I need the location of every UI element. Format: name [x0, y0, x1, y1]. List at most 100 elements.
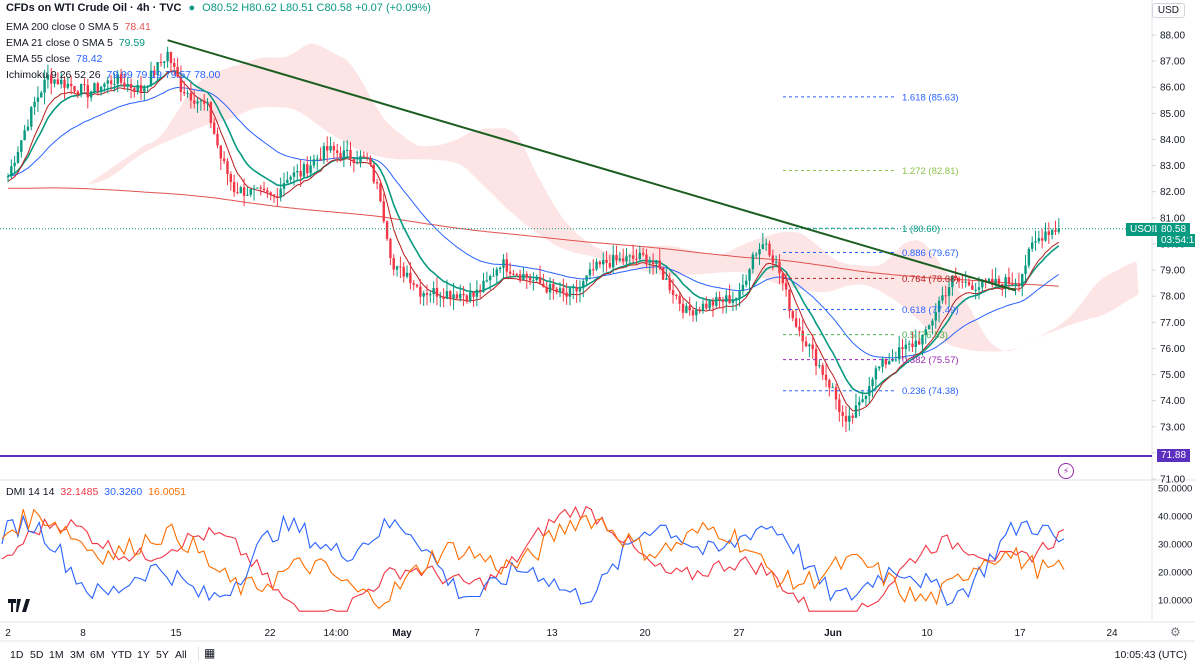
candle — [455, 291, 459, 300]
candle — [914, 329, 918, 354]
candle — [352, 158, 356, 173]
candle-body — [412, 283, 415, 285]
candle — [36, 86, 40, 113]
candle-body — [382, 201, 385, 222]
candle-body — [914, 340, 918, 347]
timeframe-1m[interactable]: 1M — [49, 649, 64, 661]
candle-body — [981, 279, 984, 288]
trendline[interactable] — [167, 39, 1016, 292]
candle-body — [419, 286, 422, 297]
candle — [522, 267, 525, 280]
candle — [512, 270, 515, 276]
candle-body — [242, 187, 246, 196]
utc-clock[interactable]: 10:05:43 (UTC) — [1114, 649, 1187, 661]
timeframe-ytd[interactable]: YTD — [111, 649, 132, 661]
symbol-title[interactable]: CFDs on WTI Crude Oil · 4h · TVC — [6, 2, 182, 14]
candle-body — [508, 271, 512, 274]
timeframe-5d[interactable]: 5D — [30, 649, 44, 661]
candle-body — [605, 259, 608, 264]
candle-body — [69, 83, 73, 87]
candle — [771, 249, 775, 271]
candle — [582, 278, 585, 298]
candle — [974, 282, 977, 300]
candle-body — [106, 80, 109, 84]
candle-body — [901, 347, 904, 350]
candle-body — [276, 196, 279, 198]
indicator-ichimoku[interactable]: Ichimoku 9 26 52 26 79.99 79.19 79.57 78… — [6, 69, 220, 81]
tradingview-logo[interactable] — [8, 598, 30, 612]
timeframe-1y[interactable]: 1Y — [137, 649, 150, 661]
candle — [964, 271, 967, 288]
candle — [399, 256, 402, 279]
candle-body — [319, 158, 322, 161]
alert-bolt-icon[interactable]: ⚡ — [1058, 463, 1074, 479]
candle-body — [445, 291, 449, 299]
date-range-icon[interactable]: ▦ — [204, 646, 216, 660]
candle — [309, 156, 312, 178]
candle-body — [385, 221, 389, 239]
candle — [937, 296, 941, 323]
indicator-ema21[interactable]: EMA 21 close 0 SMA 5 79.59 — [6, 37, 145, 49]
candle — [894, 351, 898, 362]
timeframe-6m[interactable]: 6M — [90, 649, 105, 661]
candle-body — [136, 84, 139, 92]
candle — [395, 265, 399, 277]
candle-body — [917, 340, 921, 345]
candle-body — [894, 359, 898, 361]
price-tick-label: 77.00 — [1160, 318, 1185, 329]
candle-body — [186, 93, 189, 95]
candle — [811, 334, 814, 359]
currency-selector[interactable]: USD — [1151, 3, 1185, 18]
candle — [96, 81, 99, 96]
timeframe-5y[interactable]: 5Y — [156, 649, 169, 661]
candle-body — [123, 82, 126, 87]
time-tick-label: 22 — [264, 628, 276, 639]
price-tick-label: 82.00 — [1160, 187, 1185, 198]
candle-body — [399, 266, 402, 268]
candle — [961, 275, 964, 289]
candle — [322, 142, 326, 165]
candle-body — [738, 291, 741, 299]
candle-body — [1017, 284, 1021, 287]
timeframe-all[interactable]: All — [175, 649, 187, 661]
candle — [143, 84, 146, 101]
time-tick-label: 17 — [1014, 628, 1026, 639]
candle-body — [691, 310, 695, 316]
candle — [602, 252, 605, 273]
candle-body — [888, 361, 891, 365]
candle — [598, 260, 602, 268]
candle-body — [621, 258, 625, 262]
candle-body — [562, 288, 565, 293]
candle-body — [163, 61, 166, 63]
candle-body — [864, 395, 868, 400]
candle — [525, 271, 528, 289]
timeframe-3m[interactable]: 3M — [70, 649, 85, 661]
indicator-ema55[interactable]: EMA 55 close 78.42 — [6, 53, 102, 65]
candle-body — [153, 70, 156, 75]
ohlc-readout: O80.52 H80.62 L80.51 C80.58 +0.07 (+0.09… — [202, 2, 431, 14]
candle — [129, 78, 133, 99]
candle-body — [392, 258, 395, 270]
candle — [153, 65, 156, 79]
timeframe-1d[interactable]: 1D — [10, 649, 24, 661]
candle-body — [488, 276, 492, 281]
candle-body — [615, 255, 618, 261]
settings-gear-icon[interactable]: ⚙ — [1170, 625, 1181, 639]
candle — [402, 262, 405, 283]
candle — [369, 155, 372, 167]
candle — [788, 289, 791, 319]
candle-body — [881, 358, 884, 367]
candle — [123, 73, 126, 90]
indicator-value: 79.99 79.19 79.57 78.00 — [106, 69, 221, 81]
candle — [844, 405, 848, 433]
candle — [242, 178, 246, 207]
candle — [10, 159, 13, 179]
indicator-ema200[interactable]: EMA 200 close 0 SMA 5 78.41 — [6, 21, 151, 33]
candle — [548, 277, 552, 300]
candle — [575, 279, 578, 303]
candle — [173, 58, 176, 76]
indicator-dmi[interactable]: DMI 14 14 32.1485 30.3260 16.0051 — [6, 486, 186, 498]
candle — [282, 172, 286, 197]
candle-body — [209, 102, 213, 123]
